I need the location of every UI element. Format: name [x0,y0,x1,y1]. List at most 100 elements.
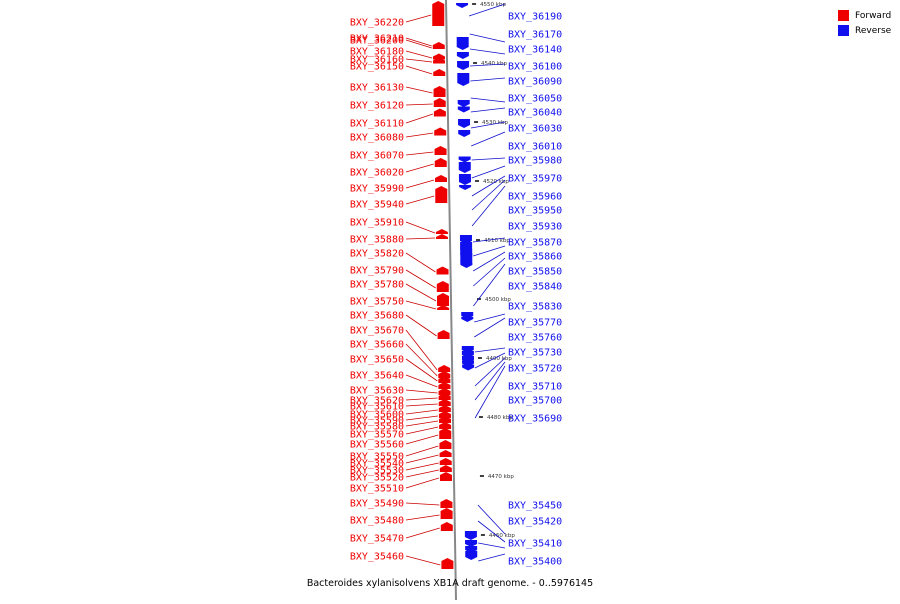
gene-arrow[interactable] [433,86,446,97]
gene-arrow[interactable] [432,53,445,60]
gene-label[interactable]: BXY_35490 [350,499,404,510]
gene-label[interactable]: BXY_35580 [350,422,404,433]
gene-label[interactable]: BXY_36070 [350,151,404,162]
gene-label[interactable]: BXY_35670 [350,326,404,337]
gene-label[interactable]: BXY_35610 [350,402,404,413]
gene-label[interactable]: BXY_35530 [350,466,404,477]
gene-arrow[interactable] [461,317,474,322]
gene-arrow[interactable] [457,73,470,86]
gene-arrow[interactable] [456,37,469,50]
gene-arrow[interactable] [465,540,478,547]
gene-arrow[interactable] [440,499,453,508]
gene-label[interactable]: BXY_35980 [508,156,562,167]
gene-label[interactable]: BXY_35850 [508,267,562,278]
gene-label[interactable]: BXY_35620 [350,396,404,407]
gene-label[interactable]: BXY_35540 [350,459,404,470]
gene-label[interactable]: BXY_35650 [350,355,404,366]
gene-arrow[interactable] [458,119,471,128]
gene-label[interactable]: BXY_36120 [350,101,404,112]
gene-label[interactable]: BXY_35940 [350,200,404,211]
gene-label[interactable]: BXY_35700 [508,396,562,407]
gene-label[interactable]: BXY_36150 [350,62,404,73]
gene-arrow[interactable] [456,3,469,8]
gene-arrow[interactable] [441,558,454,569]
gene-arrow[interactable] [465,551,478,560]
gene-label[interactable]: BXY_35460 [350,552,404,563]
gene-arrow[interactable] [439,428,452,439]
gene-label[interactable]: BXY_35790 [350,266,404,277]
gene-arrow[interactable] [458,162,471,173]
gene-arrow[interactable] [438,376,451,383]
gene-label[interactable]: BXY_35410 [508,539,562,550]
gene-label[interactable]: BXY_36030 [508,124,562,135]
gene-arrow[interactable] [438,393,451,400]
gene-label[interactable]: BXY_35770 [508,318,562,329]
gene-label[interactable]: BXY_35860 [508,252,562,263]
gene-arrow[interactable] [435,229,448,234]
gene-label[interactable]: BXY_35660 [350,340,404,351]
gene-label[interactable]: BXY_35710 [508,382,562,393]
gene-label[interactable]: BXY_35680 [350,311,404,322]
gene-label[interactable]: BXY_36130 [350,83,404,94]
gene-arrow[interactable] [438,382,451,389]
gene-arrow[interactable] [439,458,452,465]
gene-arrow[interactable] [434,158,447,167]
gene-label[interactable]: BXY_35990 [350,184,404,195]
gene-arrow[interactable] [439,472,452,481]
gene-arrow[interactable] [438,371,451,378]
gene-label[interactable]: BXY_35420 [508,517,562,528]
gene-label[interactable]: BXY_35640 [350,371,404,382]
gene-label[interactable]: BXY_35780 [350,280,404,291]
gene-label[interactable]: BXY_35960 [508,192,562,203]
gene-arrow[interactable] [435,234,448,239]
gene-label[interactable]: BXY_35750 [350,297,404,308]
gene-label[interactable]: BXY_35590 [350,416,404,427]
gene-label[interactable]: BXY_35730 [508,348,562,359]
gene-arrow[interactable] [464,531,477,540]
gene-arrow[interactable] [459,178,471,185]
gene-arrow[interactable] [459,235,472,244]
gene-arrow[interactable] [457,61,470,70]
gene-label[interactable]: BXY_35690 [508,414,562,425]
gene-arrow[interactable] [432,44,445,49]
gene-arrow[interactable] [432,1,445,26]
gene-label[interactable]: BXY_35910 [350,218,404,229]
gene-arrow[interactable] [437,305,450,310]
gene-arrow[interactable] [439,416,452,423]
gene-arrow[interactable] [436,266,449,275]
gene-arrow[interactable] [433,98,446,107]
gene-arrow[interactable] [457,106,470,113]
gene-label[interactable]: BXY_36160 [350,55,404,66]
gene-label[interactable]: BXY_35560 [350,440,404,451]
gene-label[interactable]: BXY_36220 [350,18,404,29]
gene-arrow[interactable] [433,69,446,76]
gene-arrow[interactable] [439,422,452,429]
gene-arrow[interactable] [435,175,447,182]
gene-label[interactable]: BXY_36180 [350,47,404,58]
gene-label[interactable]: BXY_35950 [508,206,562,217]
gene-arrow[interactable] [438,411,451,418]
gene-label[interactable]: BXY_35550 [350,452,404,463]
gene-arrow[interactable] [458,156,471,163]
gene-arrow[interactable] [438,388,451,395]
gene-arrow[interactable] [462,364,475,371]
gene-label[interactable]: BXY_35930 [508,222,562,233]
gene-label[interactable]: BXY_35840 [508,282,562,293]
gene-label[interactable]: BXY_36200 [350,36,404,47]
gene-label[interactable]: BXY_35830 [508,302,562,313]
gene-arrow[interactable] [459,185,472,190]
gene-arrow[interactable] [440,522,453,531]
gene-label[interactable]: BXY_36110 [350,119,404,130]
gene-label[interactable]: BXY_36170 [508,30,562,41]
gene-label[interactable]: BXY_35970 [508,174,562,185]
gene-label[interactable]: BXY_36190 [508,12,562,23]
gene-label[interactable]: BXY_36020 [350,168,404,179]
gene-arrow[interactable] [439,440,452,449]
gene-arrow[interactable] [433,108,446,117]
gene-label[interactable]: BXY_36210 [350,34,404,45]
gene-label[interactable]: BXY_36090 [508,77,562,88]
gene-label[interactable]: BXY_36010 [508,142,562,153]
gene-label[interactable]: BXY_35400 [508,557,562,568]
gene-arrow[interactable] [434,127,447,136]
gene-label[interactable]: BXY_36040 [508,108,562,119]
